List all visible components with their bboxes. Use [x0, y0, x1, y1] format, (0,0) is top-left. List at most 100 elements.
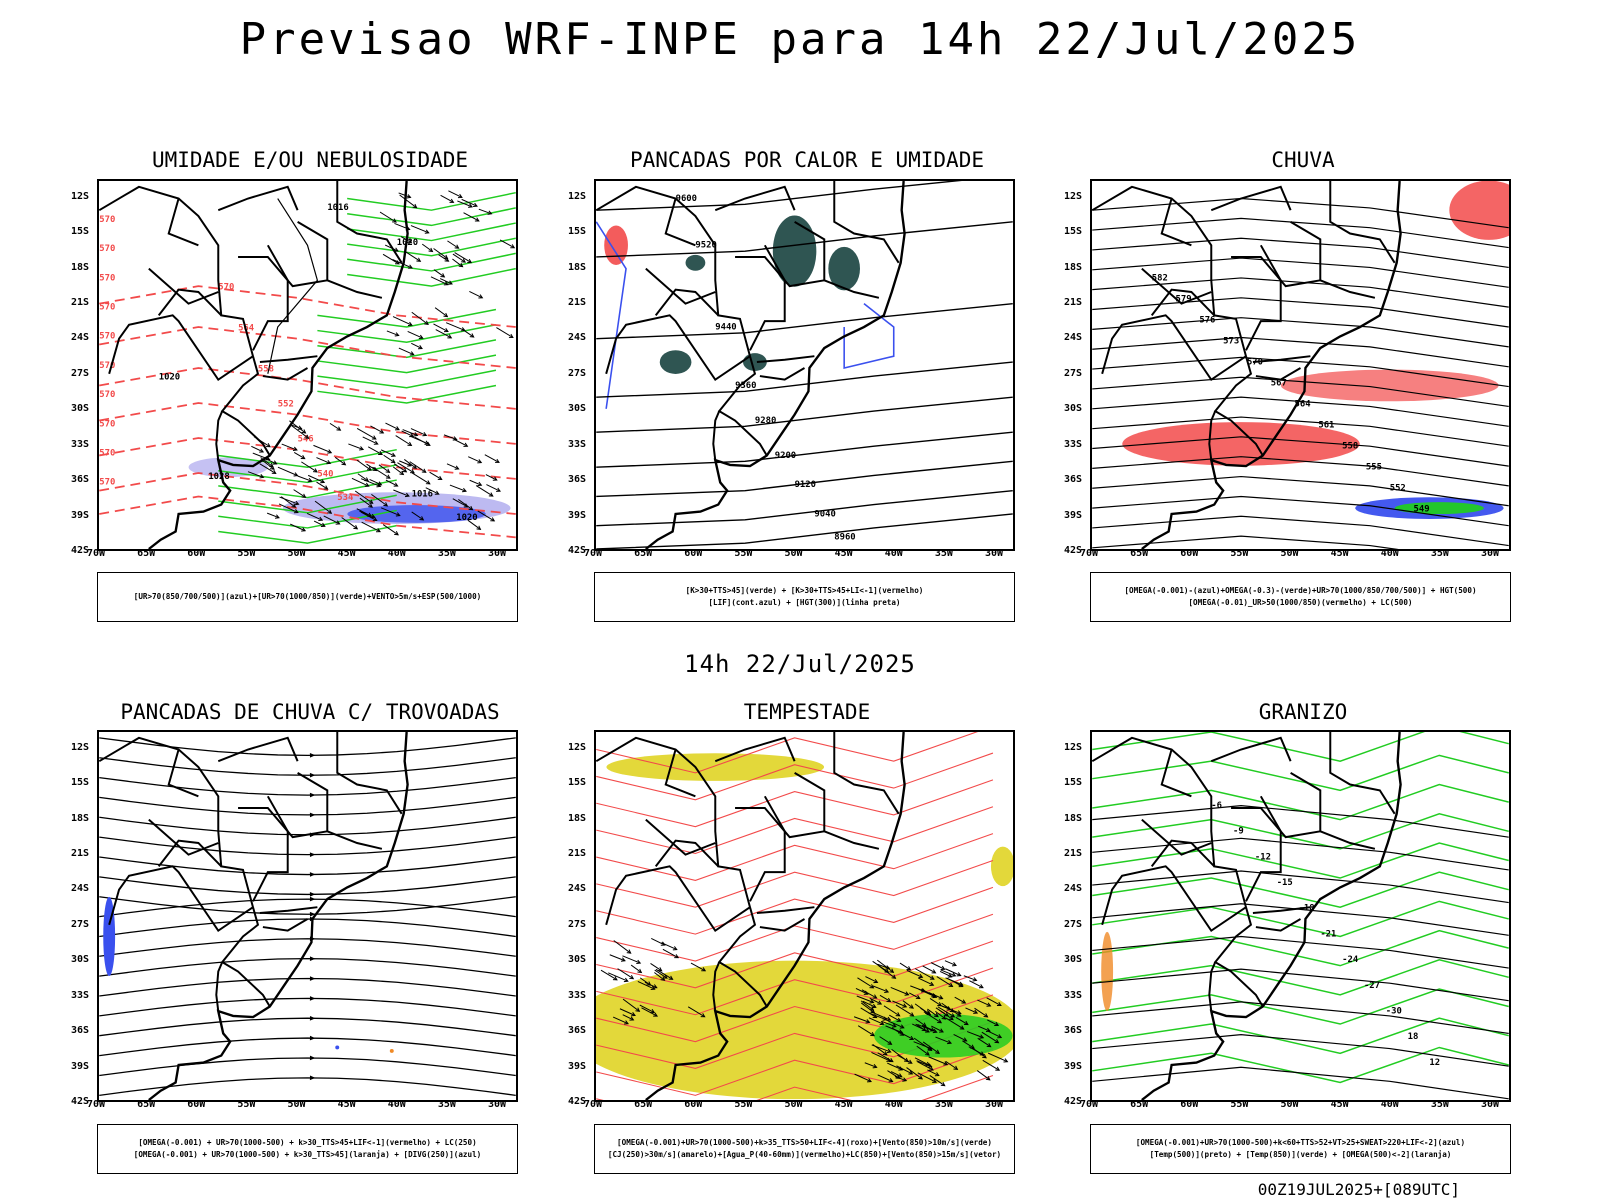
wind-vector	[986, 997, 1002, 1006]
border-line	[1150, 288, 1215, 317]
lat-tick-label: 33S	[568, 438, 587, 450]
wind-vector-head	[301, 493, 307, 498]
wind-vector	[914, 1003, 930, 1015]
lon-tick-label: 40W	[884, 548, 903, 559]
wind-vector	[359, 510, 375, 518]
wind-vector	[382, 524, 399, 536]
border-line	[735, 806, 825, 839]
wind-vector	[945, 1060, 958, 1070]
contour-label: 12	[1429, 1058, 1440, 1068]
wind-vector	[969, 980, 984, 989]
lon-tick-label: 45W	[337, 548, 356, 559]
lat-tick-label: 24S	[1064, 332, 1083, 344]
wind-vector	[385, 479, 398, 487]
wind-vector	[448, 190, 463, 198]
temp500-contour	[1092, 903, 1509, 936]
geopotential-contour	[596, 181, 962, 211]
streamline-red	[596, 886, 994, 935]
geopotential-contour	[596, 302, 1013, 340]
wind-vector-head	[943, 1061, 949, 1066]
lat-tick-label: 36S	[71, 1025, 90, 1037]
wind-vector	[291, 425, 309, 439]
streamline	[99, 1037, 516, 1057]
border-line	[1101, 865, 1247, 933]
lon-tick-label: 30W	[1480, 548, 1499, 559]
temp850-contour-green	[1092, 813, 1509, 850]
wind-vector	[360, 511, 377, 521]
wind-vector	[861, 989, 877, 999]
rain-area-red	[1280, 369, 1499, 402]
wind-vector-head	[271, 469, 277, 475]
contour-label: 9360	[735, 381, 756, 391]
thickness-contour-red	[99, 472, 516, 515]
lat-tick-label: 42S	[568, 1096, 587, 1107]
lon-tick-label: 60W	[187, 548, 206, 559]
wind-vector-head	[268, 462, 274, 468]
lon-tick-label: 55W	[1230, 548, 1249, 559]
streamline	[99, 977, 516, 997]
wind-vector-head	[413, 432, 419, 437]
border-line	[1231, 806, 1321, 839]
temp850-contour-green	[1092, 871, 1509, 908]
legend-pancadas-calor: [K>30+TTS>45](verde) + [K>30+TTS>45+LI<-…	[594, 572, 1015, 622]
border-line	[215, 961, 224, 1012]
wind-vector	[357, 473, 369, 482]
temp850-contour-green	[1092, 783, 1509, 821]
wind-vector-head	[871, 1003, 877, 1009]
wind-vector-head	[895, 1012, 901, 1017]
wind-vector-head	[877, 1000, 883, 1005]
streamline-arrow	[309, 753, 316, 758]
forecast-time-label: 14h 22/Jul/2025	[684, 650, 916, 678]
border-line	[167, 749, 199, 798]
wind-vector-head	[376, 528, 381, 533]
streamline-red	[596, 1074, 994, 1100]
wind-vector	[854, 1073, 872, 1082]
contour-label: 552	[278, 399, 294, 409]
lat-tick-label: 21S	[568, 297, 587, 308]
streamline	[99, 898, 516, 918]
wind-vector	[877, 1074, 893, 1083]
wind-vector-head	[626, 949, 632, 954]
wind-vector	[622, 1014, 634, 1021]
temp500-contour	[1092, 870, 1509, 904]
lat-tick-label: 18S	[568, 812, 587, 824]
wind-vector	[485, 474, 497, 481]
lon-tick-label: 45W	[1330, 548, 1349, 559]
lon-tick-label: 50W	[784, 1099, 803, 1110]
rain-area-red	[1449, 181, 1509, 240]
wind-vector	[382, 253, 400, 265]
wind-vector-head	[406, 194, 412, 199]
wind-vector-head	[909, 1004, 914, 1009]
wind-vector-head	[425, 480, 431, 485]
wind-vector-head	[653, 1012, 659, 1017]
streamline	[99, 896, 516, 915]
wind-vector	[897, 1054, 913, 1064]
wind-vector-head	[447, 334, 453, 339]
streamline-arrow	[309, 892, 316, 897]
wind-vector	[323, 515, 340, 525]
wind-vector	[366, 463, 377, 472]
streamline	[99, 757, 516, 776]
contour-label: 576	[1199, 315, 1215, 325]
lat-tick-label: 12S	[1064, 190, 1083, 202]
wind-vector	[655, 968, 673, 980]
coastline	[148, 732, 409, 1100]
lon-tick-label: 35W	[1430, 1099, 1449, 1110]
wind-vector-head	[951, 972, 957, 977]
humidity-contour-green	[218, 494, 397, 514]
wind-vector	[380, 507, 401, 517]
wind-vector	[872, 1043, 888, 1056]
wind-vector	[446, 463, 459, 470]
wind-vector	[433, 323, 449, 332]
contour-label: 570	[99, 361, 115, 371]
streamline	[99, 796, 516, 816]
wind-vector	[953, 1034, 967, 1042]
coastline	[1141, 181, 1402, 549]
wind-vector-head	[887, 1040, 893, 1045]
wind-vector-head	[379, 429, 385, 434]
lat-tick-label: 39S	[71, 509, 90, 521]
temp850-contour-green	[1092, 1046, 1509, 1084]
jet-area-yellow	[990, 846, 1013, 887]
temp850-contour-green	[1092, 732, 1509, 762]
streamline-arrow	[309, 996, 316, 1001]
